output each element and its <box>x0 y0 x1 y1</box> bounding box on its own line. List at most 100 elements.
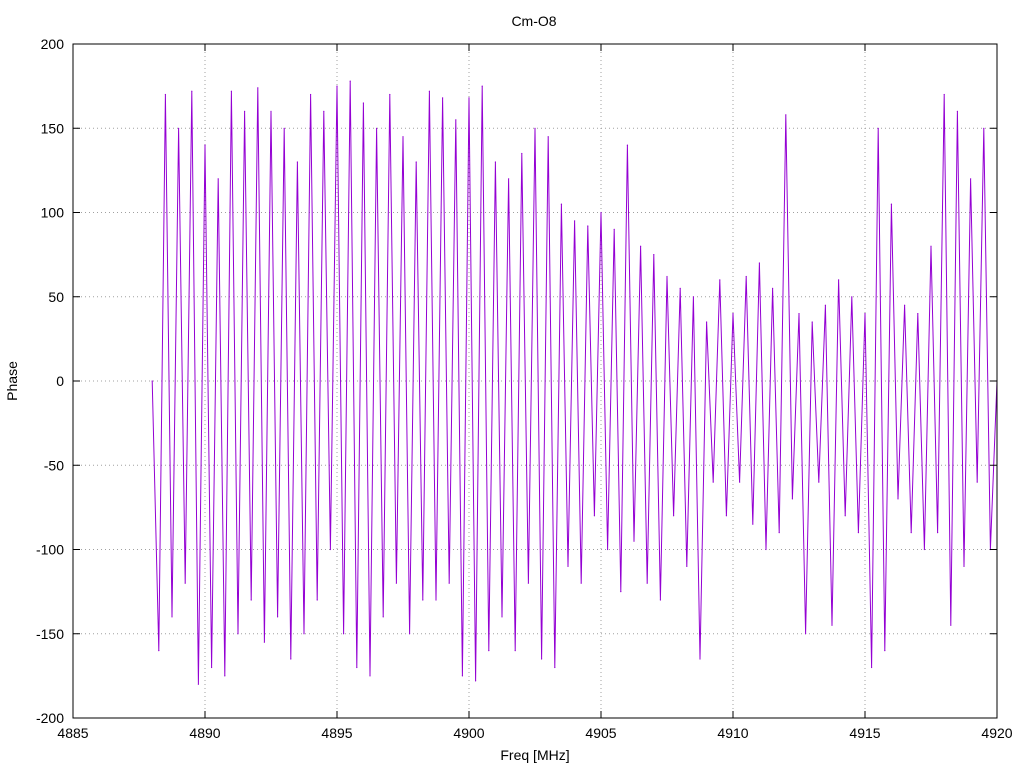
data-point <box>494 161 496 163</box>
data-point <box>217 178 219 180</box>
data-point <box>244 110 246 112</box>
data-point <box>692 296 695 298</box>
data-point <box>824 304 827 306</box>
data-point <box>574 220 576 222</box>
data-point <box>237 633 239 635</box>
data-point <box>501 616 503 618</box>
data-point <box>765 548 767 551</box>
data-point <box>970 178 972 180</box>
data-point <box>534 127 536 129</box>
data-point <box>336 85 338 87</box>
data-point <box>488 650 490 652</box>
data-point <box>659 599 662 601</box>
data-point <box>224 675 226 677</box>
data-point <box>395 582 397 584</box>
data-point <box>917 313 919 315</box>
data-point <box>422 599 424 601</box>
data-point <box>362 102 364 104</box>
data-point <box>844 515 846 517</box>
data-point <box>626 144 629 146</box>
data-point <box>290 658 292 660</box>
data-point <box>785 114 787 116</box>
x-tick-label: 4890 <box>189 725 220 741</box>
data-point <box>805 633 807 635</box>
data-point <box>191 90 193 92</box>
data-point <box>455 119 457 121</box>
y-tick-label: -200 <box>36 710 64 726</box>
data-point <box>521 152 523 155</box>
data-point <box>587 225 589 227</box>
data-point <box>613 228 615 230</box>
data-point <box>950 624 952 626</box>
x-tick-label: 4915 <box>849 725 880 741</box>
y-tick-label: 100 <box>41 205 65 221</box>
data-point <box>554 666 556 669</box>
data-point <box>864 313 866 315</box>
data-point <box>409 633 411 635</box>
data-point <box>831 624 833 626</box>
data-point <box>633 540 635 542</box>
data-point <box>527 582 530 584</box>
data-point <box>877 127 879 129</box>
y-tick-label: 200 <box>41 36 65 52</box>
data-point <box>673 515 675 517</box>
data-point <box>712 481 714 483</box>
data-point <box>963 565 965 568</box>
data-point <box>857 532 860 534</box>
data-point <box>197 683 199 685</box>
data-point <box>956 110 959 112</box>
data-point <box>402 136 404 138</box>
data-point <box>732 313 734 315</box>
x-axis-title: Freq [MHz] <box>500 747 569 763</box>
data-point <box>376 127 378 129</box>
data-point <box>910 532 912 534</box>
data-point <box>468 97 470 99</box>
data-point <box>171 616 173 618</box>
data-point <box>937 532 939 534</box>
y-tick-label: 150 <box>41 120 65 136</box>
data-point <box>389 93 391 96</box>
data-point <box>178 127 180 129</box>
data-point <box>323 110 325 112</box>
data-point <box>739 481 741 483</box>
data-point <box>316 599 318 601</box>
data-point <box>514 650 516 652</box>
data-point <box>310 93 312 96</box>
data-point <box>508 178 510 180</box>
y-tick-label: 50 <box>48 289 64 305</box>
data-point <box>481 85 483 87</box>
data-point <box>230 90 232 92</box>
data-point <box>435 599 437 601</box>
data-point <box>983 127 985 129</box>
data-point <box>567 565 569 568</box>
data-point <box>448 582 450 584</box>
data-point <box>725 515 728 517</box>
data-point <box>745 275 747 278</box>
y-tick-label: -50 <box>44 457 64 473</box>
data-point <box>600 211 602 214</box>
tick-labels: 4885 4890 4895 4900 4905 4910 4915 4920 -200 -150… <box>36 36 1013 741</box>
data-point <box>897 498 899 500</box>
y-tick-label: -150 <box>36 626 64 642</box>
data-point <box>158 650 160 652</box>
data-point <box>851 296 853 298</box>
data-point <box>666 275 668 278</box>
data-point <box>719 279 721 281</box>
data-point <box>270 110 272 112</box>
data-point <box>277 616 279 618</box>
data-point <box>296 161 298 163</box>
data-point <box>904 304 906 306</box>
data-point <box>607 548 609 551</box>
data-point <box>930 245 932 247</box>
series-layer <box>151 80 998 685</box>
data-point <box>646 582 648 584</box>
x-tick-label: 4895 <box>321 725 352 741</box>
data-point <box>560 203 563 205</box>
data-point <box>772 287 774 289</box>
data-point <box>593 515 596 517</box>
y-axis-title: Phase <box>4 361 20 401</box>
data-point <box>943 93 945 96</box>
data-point <box>263 641 265 643</box>
